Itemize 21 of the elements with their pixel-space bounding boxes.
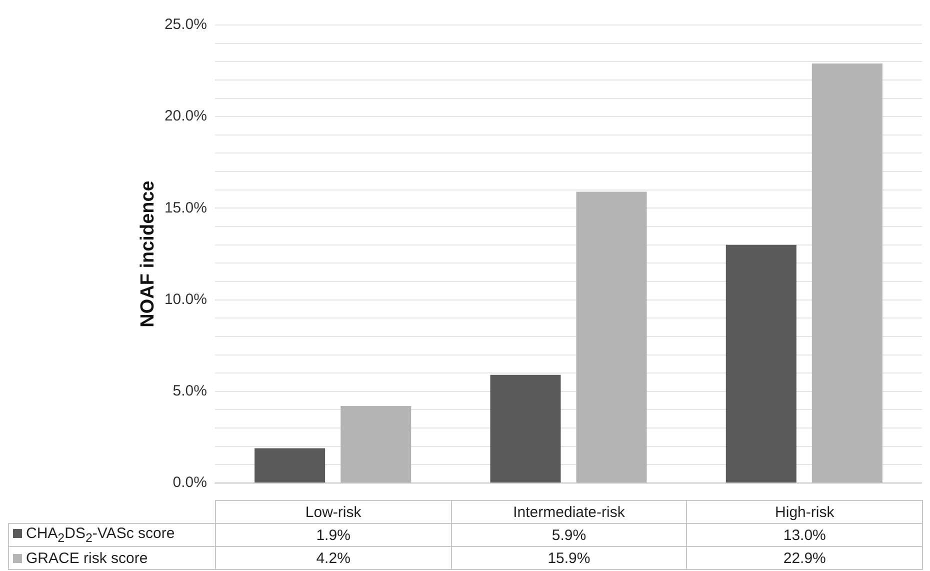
y-axis-title: NOAF incidence — [138, 180, 159, 328]
data-label: 1.9% — [216, 524, 452, 546]
data-label: 4.2% — [216, 546, 452, 570]
y-tick-label: 0.0% — [172, 474, 207, 492]
data-label: 15.9% — [451, 546, 687, 570]
y-tick-label: 20.0% — [164, 108, 207, 125]
legend-label: CHA$_{2}$DS$_{2}$-VASc score — [26, 525, 175, 545]
x-tick-label: High-risk — [686, 500, 922, 524]
data-label: 22.9% — [686, 546, 922, 570]
y-tick-label: 10.0% — [164, 290, 207, 308]
legend-label: GRACE risk score — [26, 550, 148, 566]
y-tick-label: 5.0% — [172, 382, 207, 400]
y-tick-label: 25.0% — [164, 16, 207, 34]
data-label: 5.9% — [451, 524, 687, 546]
y-tick-label: 15.0% — [164, 199, 207, 216]
bar — [726, 244, 796, 482]
bar — [254, 448, 326, 482]
x-tick-label: Intermediate-risk — [451, 500, 687, 524]
bar — [490, 374, 561, 482]
data-label: 13.0% — [686, 524, 922, 546]
x-tick-label: Low-risk — [216, 500, 452, 524]
